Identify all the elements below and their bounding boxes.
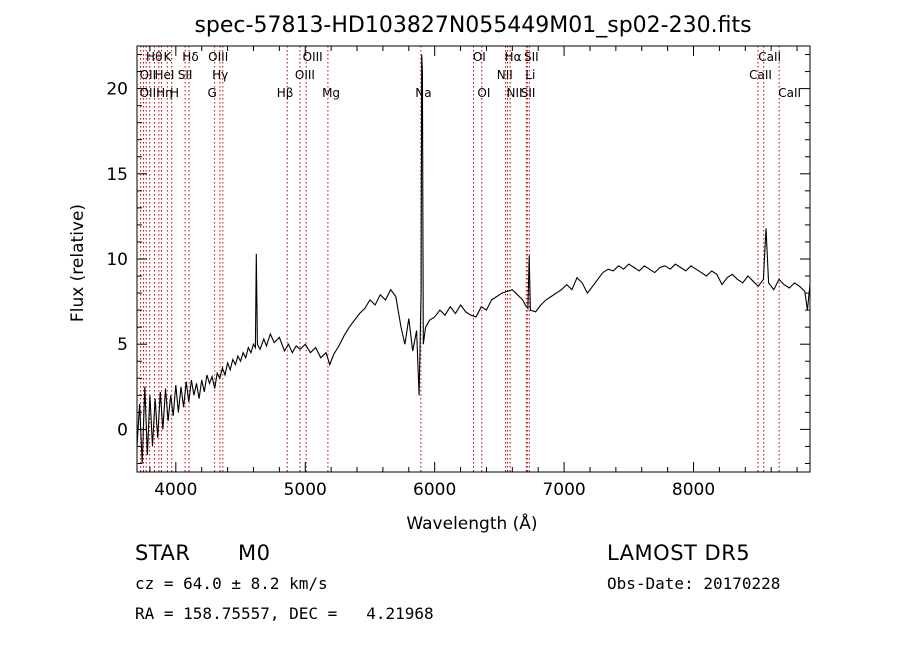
y-tick-label-4: 20 bbox=[106, 80, 128, 100]
spectrum-series-line bbox=[136, 54, 811, 464]
line-label-24: NII bbox=[507, 86, 523, 100]
line-label-2: Hδ bbox=[182, 50, 198, 64]
spectral-line-markers bbox=[140, 46, 780, 472]
obs-date: Obs-Date: 20170228 bbox=[607, 574, 781, 593]
x-tick-label-1: 5000 bbox=[284, 480, 327, 500]
line-label-8: CaII bbox=[758, 50, 781, 64]
x-tick-label-2: 6000 bbox=[413, 480, 456, 500]
y-axis-label: Flux (relative) bbox=[68, 204, 88, 322]
line-label-17: OIIHη bbox=[140, 86, 173, 100]
line-label-21: Mg bbox=[322, 86, 340, 100]
line-label-15: Li bbox=[525, 68, 535, 82]
line-label-14: NII bbox=[497, 68, 513, 82]
y-tick-label-1: 5 bbox=[117, 335, 128, 355]
line-label-10: HeI bbox=[154, 68, 174, 82]
chart-title: spec-57813-HD103827N055449M01_sp02-230.f… bbox=[194, 13, 751, 38]
y-tick-label-3: 15 bbox=[106, 165, 128, 185]
y-axis-ticks: 0 5 10 15 20 bbox=[106, 54, 810, 464]
redshift-text: cz = 64.0 ± 8.2 km/s bbox=[135, 574, 328, 593]
line-label-22: Na bbox=[415, 86, 431, 100]
x-tick-label-3: 7000 bbox=[542, 480, 585, 500]
spectral-subclass: M0 bbox=[238, 541, 271, 565]
line-label-0: Hθ bbox=[146, 50, 162, 64]
line-label-6: Hα bbox=[505, 50, 522, 64]
line-label-4: OIII bbox=[303, 50, 323, 64]
line-label-18: H bbox=[170, 86, 179, 100]
line-label-11: SII bbox=[178, 68, 193, 82]
object-class: STAR bbox=[135, 541, 191, 565]
line-label-3: OIII bbox=[208, 50, 228, 64]
line-label-23: OI bbox=[477, 86, 490, 100]
y-tick-label-0: 0 bbox=[117, 420, 128, 440]
line-label-19: G bbox=[208, 86, 217, 100]
line-label-7: SII bbox=[524, 50, 539, 64]
line-label-13: OIII bbox=[295, 68, 315, 82]
line-label-5: OI bbox=[473, 50, 486, 64]
line-label-16: CaII bbox=[749, 68, 772, 82]
line-label-20: Hβ bbox=[277, 86, 294, 100]
line-label-1: K bbox=[164, 50, 173, 64]
x-tick-label-0: 4000 bbox=[154, 480, 197, 500]
coordinates: RA = 158.75557, DEC = 4.21968 bbox=[135, 604, 434, 623]
x-axis-label: Wavelength (Å) bbox=[406, 512, 537, 534]
line-label-9: OII bbox=[140, 68, 157, 82]
x-tick-label-4: 8000 bbox=[672, 480, 715, 500]
line-label-12: Hγ bbox=[212, 68, 228, 82]
survey-release: LAMOST DR5 bbox=[607, 541, 751, 565]
line-label-26: CaII bbox=[778, 86, 801, 100]
y-tick-label-2: 10 bbox=[106, 250, 128, 270]
x-axis-ticks: 4000 5000 6000 7000 8000 bbox=[149, 46, 798, 500]
line-label-25: SII bbox=[521, 86, 536, 100]
